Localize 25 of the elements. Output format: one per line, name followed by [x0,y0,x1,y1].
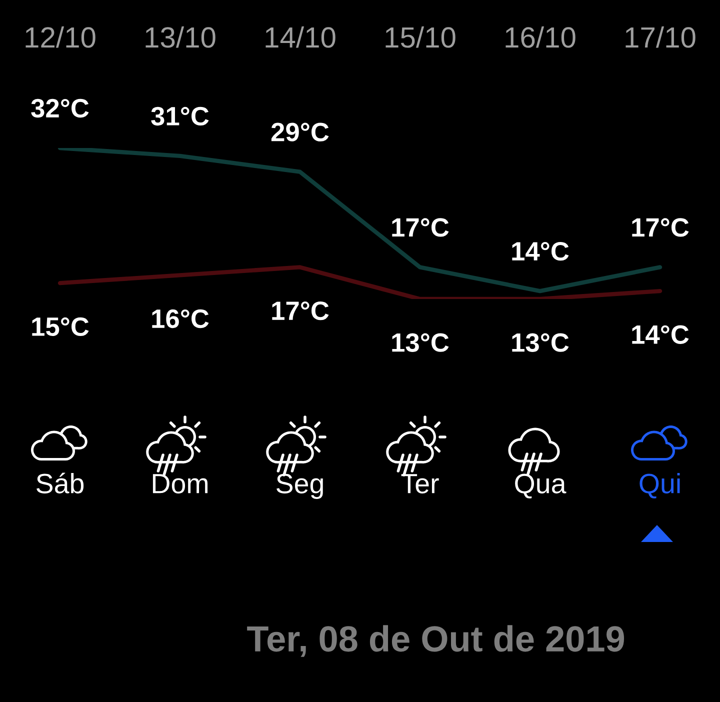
x-tick-label: 14/10 [266,26,336,48]
text: Dom [152,474,208,494]
data-label: 29°C [271,122,329,142]
data-label: 17°C [272,301,329,320]
data-label: 14°C [632,325,689,344]
data-label: 15°C [32,317,89,336]
x-tick-label: 15/10 [386,26,456,48]
text: Sáb [36,472,84,494]
data-label: 31°C [151,106,209,126]
x-tick-label: 17/10 [626,26,696,48]
data-label: 32°C [31,98,89,118]
data-label: 13°C [512,333,569,352]
x-tick-label: 13/10 [146,26,216,48]
text: Ter [401,474,439,494]
data-label: 17°C [632,218,689,237]
text: Qua [515,474,566,498]
x-tick-label: 12/10 [26,26,96,48]
data-label: 16°C [152,309,209,328]
text: Seg [276,474,323,499]
data-label: 13°C [392,333,449,352]
x-tick-label: 16/10 [506,26,576,48]
text: Ter, 08 de Out de 2019 [247,625,624,657]
text: Qui [640,473,680,498]
data-label: 17°C [392,218,449,237]
data-label: 14°C [512,242,569,261]
